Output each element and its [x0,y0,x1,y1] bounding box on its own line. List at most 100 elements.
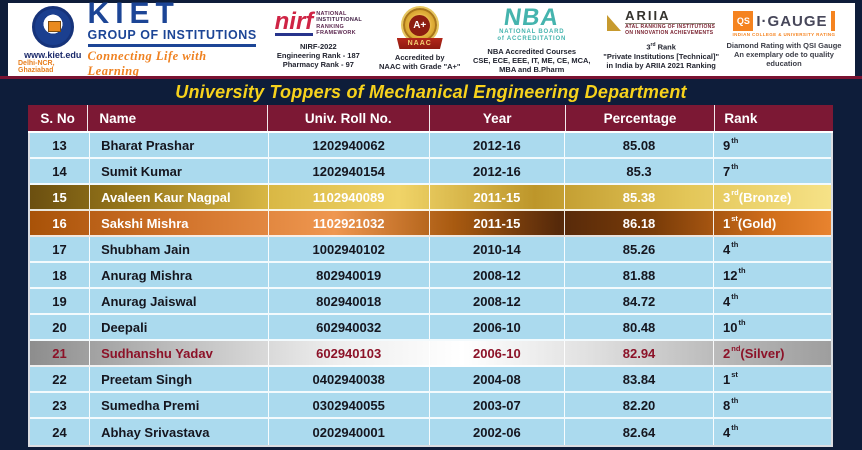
nirf-rank-line: Pharmacy Rank - 97 [282,59,354,69]
sno-cell: 24 [30,419,91,445]
name-cell: Sumedha Premi [90,393,269,417]
nba-org-name: NATIONAL BOARD of ACCREDITATION [497,29,566,43]
table-row: 13 Bharat Prashar 1202940062 2012-16 85.08 9 t… [30,133,831,159]
title-bar: University Toppers of Mechanical Enginee… [0,80,862,104]
toppers-table: S. No Name Univ. Roll No. Year Percentage Ran… [28,105,833,447]
sno-cell: 16 [30,211,91,235]
year-cell: 2011-15 [430,185,566,209]
year-cell: 2012-16 [430,133,566,157]
sno-cell: 23 [30,393,91,417]
percentage-cell: 82.94 [565,341,715,365]
nirf-logo: nirf NATIONAL INSTITUTIONAL RANKING FRAM… [274,7,362,37]
year-cell: 2002-06 [430,419,566,445]
table-row: 15 Avaleen Kaur Nagpal 1102940089 2011-15 85… [30,185,831,211]
nba-text-line: NBA Accredited Courses [487,46,577,56]
header-cell-name: Name [88,105,268,131]
name-cell: Abhay Srivastava [90,419,269,445]
year-cell: 2006-10 [430,341,566,365]
roll-cell: 0402940038 [269,367,430,391]
year-cell: 2010-14 [430,237,566,261]
qs-square-icon: QS [733,11,754,31]
percentage-cell: 86.18 [565,211,715,235]
name-cell: Bharat Prashar [90,133,269,157]
name-cell: Preetam Singh [90,367,269,391]
roll-cell: 1102940089 [269,185,430,209]
nirf-org-line: FRAMEWORK [316,30,356,36]
percentage-cell: 81.88 [565,263,715,287]
header-cell-percentage: Percentage [566,105,716,131]
nirf-block: nirf NATIONAL INSTITUTIONAL RANKING FRAM… [261,7,375,69]
nirf-rank-text: NIRF-2022 Engineering Rank - 187 Pharmac… [277,42,360,69]
name-cell: Sakshi Mishra [90,211,269,235]
kiet-subtitle: GROUP OF INSTITUTIONS [87,28,257,42]
name-cell: Anurag Mishra [90,263,269,287]
nirf-rank-line: NIRF-2022 [299,41,337,51]
nba-text-line: MBA and B.Pharm [499,64,565,74]
percentage-cell: 85.3 [565,159,715,183]
table-row: 21 Sudhanshu Yadav 602940103 2006-10 82.94 2 n… [30,341,831,367]
kiet-website: www.kiet.edu [24,49,82,60]
nirf-logo-text: nirf [274,7,314,36]
header-logo-strip: www.kiet.edu Delhi-NCR, Ghaziabad KIET G… [8,0,855,78]
roll-cell: 602940103 [269,341,430,365]
name-cell: Shubham Jain [90,237,269,261]
nba-org-line: NATIONAL BOARD [499,28,565,35]
nba-org-line: of ACCREDITATION [497,35,567,42]
year-cell: 2006-10 [430,315,566,339]
name-cell: Avaleen Kaur Nagpal [90,185,269,209]
roll-cell: 802940019 [269,263,430,287]
sno-cell: 14 [30,159,91,183]
kiet-emblem-block: www.kiet.edu Delhi-NCR, Ghaziabad [18,5,88,74]
kiet-emblem-icon [31,5,74,48]
naac-text-line: Accredited by [394,53,445,62]
table-body: 13 Bharat Prashar 1202940062 2012-16 85.08 9 t… [28,133,833,447]
igauge-logo-text: I·GAUGE [756,12,828,30]
qs-rating-line: Diamond Rating with QSI Gauge [726,41,842,50]
roll-cell: 802940018 [269,289,430,313]
sno-cell: 15 [30,185,91,209]
year-cell: 2004-08 [430,367,566,391]
ariia-org-line: ATAL RANKING OF INSTITUTIONS [625,24,716,31]
sno-cell: 20 [30,315,91,339]
ariia-logo-text: ARIIA [625,9,716,25]
year-cell: 2003-07 [430,393,566,417]
kiet-location: Delhi-NCR, Ghaziabad [18,59,55,74]
nirf-org-name: NATIONAL INSTITUTIONAL RANKING FRAMEWORK [316,11,362,37]
sno-cell: 19 [30,289,91,313]
page-title: University Toppers of Mechanical Enginee… [175,81,687,102]
roll-cell: 1102921032 [269,211,430,235]
header-cell-sno: S. No [28,105,89,131]
nba-logo-text: NBA [502,3,562,31]
naac-grade: A+ [409,14,431,36]
ariia-triangle-icon [607,14,622,31]
year-cell: 2008-12 [430,289,566,313]
sno-cell: 18 [30,263,91,287]
table-row: 24 Abhay Srivastava 0202940001 2002-06 82.64… [30,419,831,445]
percentage-cell: 85.08 [565,133,715,157]
ariia-rank-line: in India by ARIIA 2021 Ranking [606,60,716,70]
percentage-cell: 85.38 [565,185,715,209]
percentage-cell: 80.48 [565,315,715,339]
roll-cell: 0302940055 [269,393,430,417]
name-cell: Deepali [90,315,269,339]
ariia-org-line: ON INNOVATION ACHIEVEMENTS [625,30,714,37]
nba-courses-text: NBA Accredited Courses CSE, ECE, EEE, IT… [473,47,591,74]
name-cell: Anurag Jaiswal [90,289,269,313]
naac-text: Accredited by NAAC with Grade "A+" [379,53,461,71]
sno-cell: 21 [30,341,91,365]
